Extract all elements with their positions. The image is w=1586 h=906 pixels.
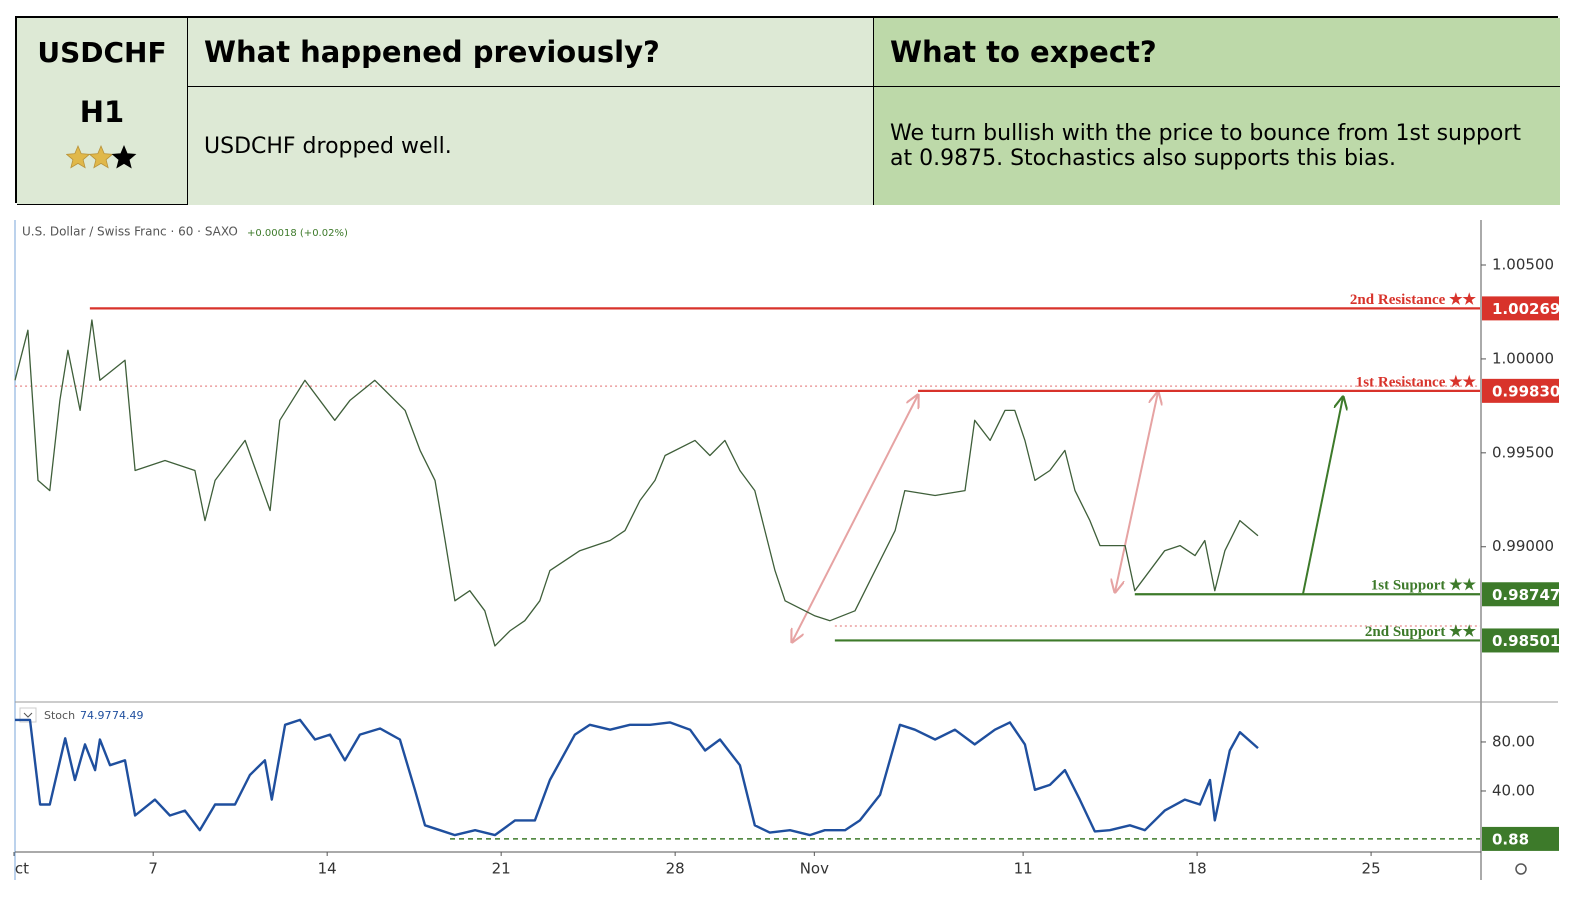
price-label: 0.88 <box>1492 830 1529 848</box>
y-tick-label: 0.99500 <box>1492 443 1554 461</box>
y-tick-label: 0.99000 <box>1492 537 1554 555</box>
collapse-button[interactable] <box>19 707 37 723</box>
rating-star <box>66 144 91 169</box>
timeframe: H1 <box>79 95 125 129</box>
price-label: 1.00269 <box>1492 300 1560 318</box>
price-label: 0.98501 <box>1492 632 1560 650</box>
x-tick-label: ct <box>15 860 29 878</box>
y-tick-label: 40.00 <box>1492 781 1535 799</box>
price-label-box <box>1482 826 1559 851</box>
x-tick-label: 21 <box>492 860 511 878</box>
level-name: 1st Support ★★ <box>1371 578 1477 594</box>
x-tick-label: 14 <box>318 860 337 878</box>
price-label: 0.99830 <box>1492 382 1560 400</box>
symbol: USDCHF <box>37 36 167 69</box>
rating-stars <box>66 144 137 169</box>
rating-star <box>111 144 137 169</box>
series-line <box>14 319 1259 647</box>
price-label-box <box>1482 628 1559 653</box>
cell-text: We turn bullish with the price to bounce… <box>874 87 1560 205</box>
column-header: What happened previously? <box>188 18 874 87</box>
price-label-box <box>1482 582 1559 607</box>
level-name: 2nd Support ★★ <box>1365 624 1477 640</box>
expected-move-arrow <box>1302 397 1343 595</box>
price-label-box <box>1482 296 1559 321</box>
y-tick-label: 1.00500 <box>1492 256 1554 274</box>
x-tick-label: Nov <box>800 860 829 878</box>
price-label-box <box>1482 378 1559 403</box>
y-tick-label: 80.00 <box>1492 732 1535 750</box>
price-label: 0.98747 <box>1492 586 1560 604</box>
analysis-table: USDCHF H1 What happened previously? What… <box>15 16 1560 205</box>
x-tick-label: 11 <box>1014 860 1033 878</box>
chevron-icon <box>23 712 33 718</box>
x-tick-label: 18 <box>1188 860 1207 878</box>
chart-title: U.S. Dollar / Swiss Franc · 60 · SAXO <box>22 225 238 239</box>
x-tick-label: 28 <box>666 860 685 878</box>
y-tick-label: 1.00000 <box>1492 349 1554 367</box>
column-header: What to expect? <box>874 18 1560 87</box>
series-line <box>15 718 1259 837</box>
symbol-cell: USDCHF H1 <box>17 18 188 205</box>
indicator-value: 74.49 <box>112 709 144 722</box>
x-tick-label: 25 <box>1362 860 1381 878</box>
projection-arrow <box>792 395 918 642</box>
price-change: +0.00018 (+0.02%) <box>247 228 348 239</box>
level-name: 1st Resistance ★★ <box>1356 374 1477 390</box>
rating-star <box>88 144 114 169</box>
projection-arrow <box>1115 392 1158 592</box>
x-tick-label: 7 <box>148 860 158 878</box>
indicator-value: 74.97 <box>80 709 112 722</box>
indicator-name: Stoch <box>44 709 75 722</box>
settings-icon[interactable] <box>1515 863 1527 875</box>
rating <box>66 144 137 169</box>
cell-text: USDCHF dropped well. <box>188 87 874 205</box>
level-name: 2nd Resistance ★★ <box>1350 292 1477 308</box>
